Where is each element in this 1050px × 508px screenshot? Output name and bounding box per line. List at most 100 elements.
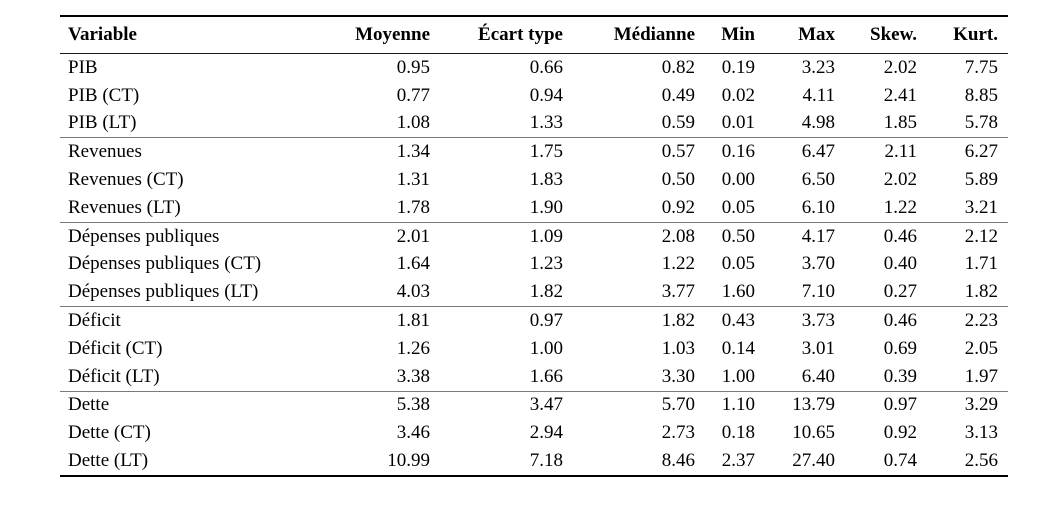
value-cell: 2.12 [917, 221, 1008, 251]
value-cell: 1.34 [330, 137, 430, 167]
table-row: PIB (LT) 1.08 1.33 0.59 0.01 4.98 1.85 5.78 [60, 110, 1008, 138]
table-group: Dette 5.38 3.47 5.70 1.10 13.79 0.97 3.29 Dette … [60, 390, 1008, 476]
value-cell: 7.10 [801, 281, 835, 303]
table-row: Dépenses publiques 2.01 1.09 2.08 0.50 4.17 0.… [60, 221, 1008, 251]
value-cell: 1.83 [529, 169, 563, 191]
value-cell: 0.82 [661, 56, 695, 78]
value-cell: 1.22 [883, 196, 917, 218]
variable-cell: Dette (LT) [68, 450, 149, 472]
value-cell: 0.01 [721, 112, 755, 134]
variable-cell: Dette [60, 390, 330, 420]
value-cell: 1.66 [529, 365, 563, 387]
variable-cell: Revenues (CT) [68, 169, 184, 191]
table-row: Déficit (LT) 3.38 1.66 3.30 1.00 6.40 0.39 1.97 [60, 363, 1008, 391]
value-cell: 1.97 [964, 365, 998, 387]
value-cell: 7.18 [529, 450, 563, 472]
variable-cell: Dette (CT) [68, 422, 151, 444]
variable-cell: PIB (CT) [68, 84, 140, 106]
value-cell: 0.46 [835, 306, 917, 335]
table-row: Dépenses publiques (CT) 1.64 1.23 1.22 0.05 3… [60, 251, 1008, 279]
variable-cell: Dépenses publiques (LT) [68, 281, 259, 303]
value-cell: 0.66 [529, 56, 563, 78]
column-header-skew: Skew. [835, 16, 917, 54]
column-header-ecart-type: Écart type [430, 16, 563, 54]
value-cell: 3.13 [964, 422, 998, 444]
value-cell: 3.46 [396, 422, 430, 444]
value-cell: 1.78 [396, 196, 430, 218]
value-cell: 0.94 [529, 84, 563, 106]
variable-cell: Déficit (LT) [68, 365, 160, 387]
value-cell: 3.38 [396, 365, 430, 387]
table-row: Déficit (CT) 1.26 1.00 1.03 0.14 3.01 0.69 2.05 [60, 335, 1008, 363]
value-cell: 4.98 [801, 112, 835, 134]
value-cell: 3.01 [801, 337, 835, 359]
table-header: Variable Moyenne Écart type Médianne Min… [60, 16, 1008, 54]
value-cell: 6.27 [917, 137, 1008, 167]
value-cell: 0.92 [661, 196, 695, 218]
value-cell: 0.50 [695, 221, 755, 251]
value-cell: 0.19 [721, 56, 755, 78]
value-cell: 1.82 [563, 306, 695, 335]
summary-stats-table: Variable Moyenne Écart type Médianne Min… [60, 15, 1008, 477]
value-cell: 0.97 [835, 390, 917, 420]
value-cell: 1.10 [695, 390, 755, 420]
value-cell: 1.22 [661, 253, 695, 275]
header-row: Variable Moyenne Écart type Médianne Min… [60, 16, 1008, 54]
value-cell: 0.14 [721, 337, 755, 359]
table-row: Dépenses publiques (LT) 4.03 1.82 3.77 1.60 7… [60, 278, 1008, 306]
value-cell: 0.05 [721, 253, 755, 275]
table-row: Revenues 1.34 1.75 0.57 0.16 6.47 2.11 6.27 [60, 137, 1008, 167]
value-cell: 1.64 [396, 253, 430, 275]
table-row: PIB (CT) 0.77 0.94 0.49 0.02 4.11 2.41 8.85 [60, 82, 1008, 110]
value-cell: 5.78 [964, 112, 998, 134]
table-row: Dette (LT) 10.99 7.18 8.46 2.37 27.40 0.74 2.56 [60, 447, 1008, 476]
table-row: Revenues (LT) 1.78 1.90 0.92 0.05 6.10 1.22 3.2… [60, 194, 1008, 222]
value-cell: 27.40 [792, 450, 835, 472]
value-cell: 2.02 [883, 56, 917, 78]
value-cell: 5.89 [964, 169, 998, 191]
value-cell: 0.77 [396, 84, 430, 106]
value-cell: 3.73 [755, 306, 835, 335]
value-cell: 0.16 [695, 137, 755, 167]
column-header-moyenne: Moyenne [330, 16, 430, 54]
table-row: Revenues (CT) 1.31 1.83 0.50 0.00 6.50 2.02 5.8… [60, 166, 1008, 194]
table-group: Déficit 1.81 0.97 1.82 0.43 3.73 0.46 2.23 Défic… [60, 306, 1008, 391]
variable-cell: Revenues (LT) [68, 196, 181, 218]
value-cell: 1.82 [964, 281, 998, 303]
column-header-min: Min [695, 16, 755, 54]
value-cell: 8.85 [964, 84, 998, 106]
value-cell: 1.31 [396, 169, 430, 191]
column-header-kurt: Kurt. [917, 16, 1008, 54]
value-cell: 1.90 [529, 196, 563, 218]
value-cell: 10.65 [792, 422, 835, 444]
value-cell: 2.94 [529, 422, 563, 444]
value-cell: 1.71 [964, 253, 998, 275]
value-cell: 5.70 [563, 390, 695, 420]
value-cell: 6.50 [801, 169, 835, 191]
value-cell: 1.08 [396, 112, 430, 134]
table-group: Dépenses publiques 2.01 1.09 2.08 0.50 4.17 0.… [60, 221, 1008, 306]
value-cell: 3.77 [661, 281, 695, 303]
variable-cell: PIB [68, 56, 98, 78]
table-row: Déficit 1.81 0.97 1.82 0.43 3.73 0.46 2.23 [60, 306, 1008, 335]
value-cell: 0.74 [883, 450, 917, 472]
value-cell: 8.46 [661, 450, 695, 472]
value-cell: 6.10 [801, 196, 835, 218]
value-cell: 1.03 [661, 337, 695, 359]
variable-cell: Déficit (CT) [68, 337, 163, 359]
value-cell: 0.43 [695, 306, 755, 335]
column-header-variable: Variable [60, 16, 330, 54]
value-cell: 1.23 [529, 253, 563, 275]
value-cell: 2.11 [835, 137, 917, 167]
value-cell: 0.49 [661, 84, 695, 106]
value-cell: 0.69 [883, 337, 917, 359]
value-cell: 7.75 [964, 56, 998, 78]
value-cell: 0.50 [661, 169, 695, 191]
value-cell: 0.40 [883, 253, 917, 275]
value-cell: 1.26 [396, 337, 430, 359]
value-cell: 1.00 [721, 365, 755, 387]
value-cell: 2.37 [721, 450, 755, 472]
value-cell: 0.57 [563, 137, 695, 167]
value-cell: 0.18 [721, 422, 755, 444]
variable-cell: Déficit [60, 306, 330, 335]
